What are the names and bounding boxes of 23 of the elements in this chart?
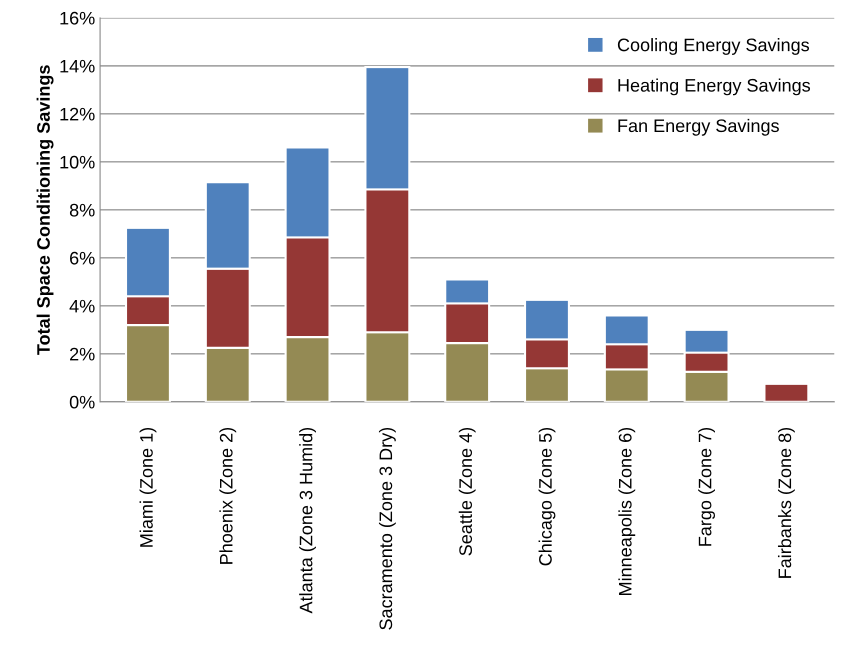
x-tick-label: Fairbanks (Zone 8) — [778, 428, 795, 578]
y-tick-label: 14% — [60, 60, 95, 73]
y-tick-label: 4% — [70, 300, 95, 312]
y-tick-label: 8% — [70, 204, 95, 217]
x-tick-label: Chicago (Zone 5) — [538, 428, 556, 566]
legend-label: Heating Energy Savings — [618, 78, 810, 96]
y-tick-label: 12% — [60, 108, 95, 121]
y-tick-label: 2% — [70, 348, 95, 360]
y-tick-label: 10% — [60, 156, 95, 169]
x-tick-label: Sacramento (Zone 3 Dry) — [378, 428, 396, 630]
legend-label: Cooling Energy Savings — [618, 38, 810, 55]
x-tick-label: Atlanta (Zone 3 Humid) — [299, 428, 316, 614]
x-tick-label: Miami (Zone 1) — [140, 428, 156, 547]
bar — [763, 382, 810, 402]
y-tick-label: 16% — [60, 12, 95, 25]
y-tick-label: 6% — [70, 252, 95, 265]
x-tick-label: Seattle (Zone 4) — [458, 428, 476, 556]
legend-label: Fan Energy Savings — [618, 118, 779, 136]
x-tick-label: Fargo (Zone 7) — [698, 428, 715, 546]
y-tick-label: 0% — [70, 396, 95, 409]
y-axis-title: Total Space Conditioning Savings — [36, 65, 54, 355]
x-tick-label: Minneapolis (Zone 6) — [618, 428, 636, 595]
x-tick-label: Phoenix (Zone 2) — [219, 428, 236, 564]
